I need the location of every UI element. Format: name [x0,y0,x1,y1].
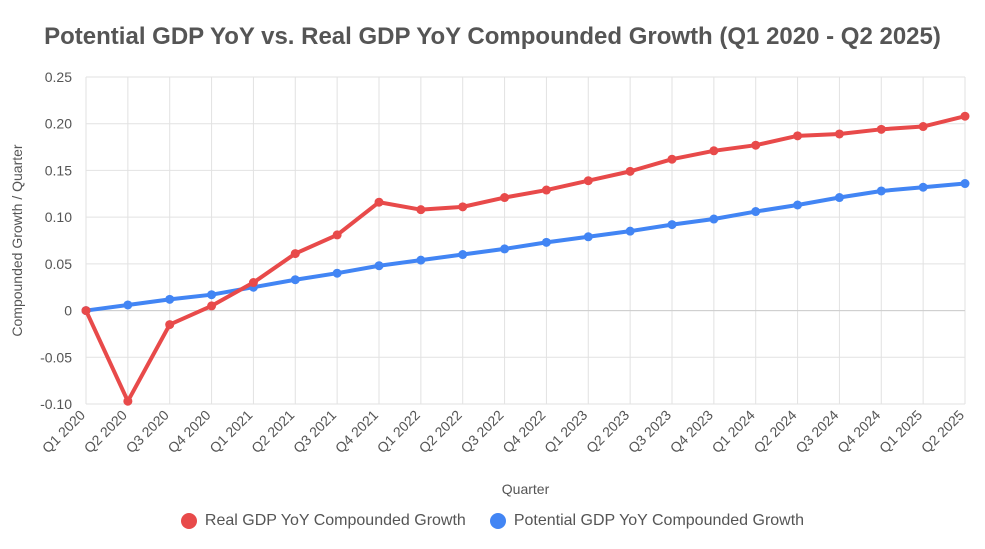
potential-gdp-point[interactable] [583,232,593,242]
real-gdp-point[interactable] [290,249,300,259]
y-tick-label: 0.10 [45,209,72,225]
potential-gdp-point[interactable] [834,193,844,203]
x-tick-label: Q3 2021 [290,407,339,456]
y-tick-label: 0.20 [45,116,72,132]
y-tick-label: -0.05 [40,349,72,365]
potential-gdp-point[interactable] [793,200,803,210]
real-gdp-point[interactable] [248,278,258,288]
potential-gdp-point[interactable] [709,214,719,224]
legend-label-potential-gdp: Potential GDP YoY Compounded Growth [513,512,805,529]
potential-gdp-point[interactable] [290,275,300,285]
legend-item-potential-gdp[interactable]: Potential GDP YoY Compounded Growth [489,512,805,530]
legend-label-real-gdp: Real GDP YoY Compounded Growth [204,512,466,529]
x-tick-label: Q1 2024 [709,407,758,456]
x-tick-label: Q2 2023 [583,407,632,456]
real-gdp-point[interactable] [583,176,593,186]
legend-item-real-gdp[interactable]: Real GDP YoY Compounded Growth [180,512,466,530]
legend-marker-real-gdp [180,513,197,529]
x-tick-label: Q4 2023 [667,407,716,456]
y-tick-label: 0.05 [45,256,72,272]
real-gdp-point[interactable] [123,396,133,406]
potential-gdp-point[interactable] [918,182,928,192]
x-tick-label: Q1 2021 [206,407,255,456]
series-potential-gdp [81,179,970,316]
potential-gdp-line [84,181,967,313]
x-tick-label: Q2 2022 [416,407,465,456]
y-tick-label: 0.15 [45,162,72,178]
x-tick-label: Q2 2020 [81,407,130,456]
legend-marker-potential-gdp [489,513,506,529]
chart-title: Potential GDP YoY vs. Real GDP YoY Compo… [44,23,941,50]
x-tick-label: Q4 2021 [332,407,381,456]
y-tick-label: 0 [64,303,72,319]
real-gdp-point[interactable] [458,202,468,212]
potential-gdp-point[interactable] [416,255,426,265]
potential-gdp-point[interactable] [667,220,677,230]
potential-gdp-point[interactable] [165,294,175,304]
potential-gdp-point[interactable] [374,261,384,271]
potential-gdp-point[interactable] [960,179,970,189]
real-gdp-point[interactable] [207,301,217,311]
series-group [81,111,970,406]
real-gdp-point[interactable] [332,230,342,240]
x-tick-label: Q3 2020 [123,407,172,456]
x-tick-label: Q1 2020 [39,407,88,456]
real-gdp-point[interactable] [541,185,551,195]
y-tick-label: -0.10 [40,396,72,412]
real-gdp-point[interactable] [834,129,844,139]
x-tick-label: Q3 2022 [457,407,506,456]
real-gdp-point[interactable] [960,111,970,121]
real-gdp-point[interactable] [751,140,761,150]
legend: Real GDP YoY Compounded Growth Potential… [0,512,985,530]
potential-gdp-point[interactable] [876,186,886,196]
potential-gdp-point[interactable] [625,226,635,236]
potential-gdp-point[interactable] [458,250,468,260]
potential-gdp-point[interactable] [332,268,342,278]
real-gdp-point[interactable] [918,122,928,132]
x-tick-label: Q1 2025 [876,407,925,456]
x-tick-label: Q1 2022 [374,407,423,456]
real-gdp-line [84,114,967,404]
series-real-gdp [81,111,970,406]
x-tick-label: Q4 2020 [164,407,213,456]
real-gdp-point[interactable] [374,197,384,207]
x-tick-label: Q1 2023 [541,407,590,456]
real-gdp-point[interactable] [416,205,426,215]
potential-gdp-point[interactable] [751,207,761,217]
real-gdp-point[interactable] [793,131,803,141]
real-gdp-point[interactable] [709,146,719,156]
real-gdp-point[interactable] [165,320,175,330]
real-gdp-point[interactable] [81,306,91,316]
x-tick-label: Q4 2024 [834,407,883,456]
x-axis-label: Quarter [502,481,550,497]
grid [85,76,966,405]
potential-gdp-point[interactable] [541,237,551,247]
x-tick-label: Q2 2024 [750,407,799,456]
potential-gdp-point[interactable] [207,290,217,300]
y-axis-label: Compounded Growth / Quarter [9,144,25,337]
real-gdp-point[interactable] [667,154,677,164]
x-tick-label: Q3 2023 [625,407,674,456]
real-gdp-point[interactable] [500,193,510,203]
real-gdp-point[interactable] [625,166,635,176]
x-tick-label: Q2 2025 [918,407,967,456]
potential-gdp-point[interactable] [123,300,133,310]
x-tick-label: Q4 2022 [499,407,548,456]
x-tick-label: Q3 2024 [792,407,841,456]
y-tick-label: 0.25 [45,69,72,85]
real-gdp-point[interactable] [876,124,886,134]
x-tick-label: Q2 2021 [248,407,297,456]
potential-gdp-point[interactable] [500,244,510,254]
